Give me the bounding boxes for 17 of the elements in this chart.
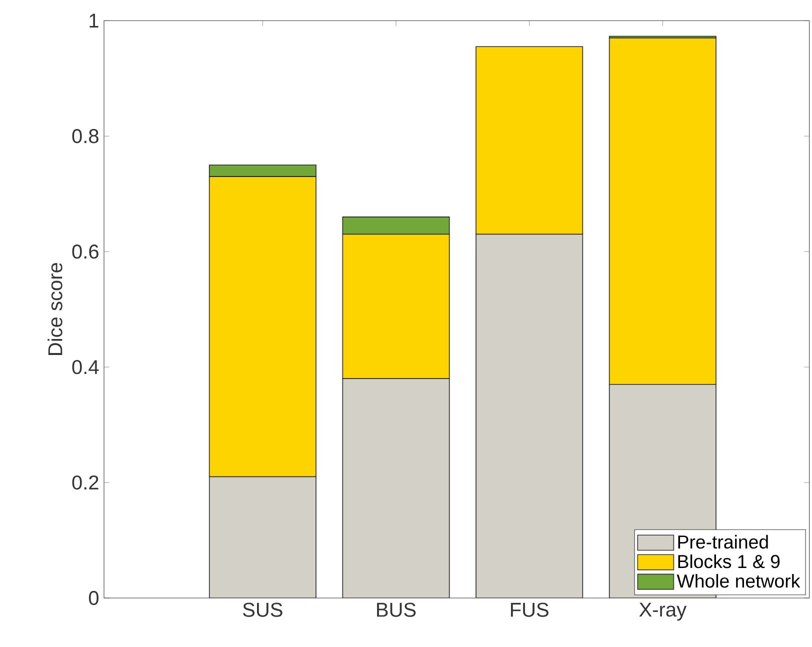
y-tick-label: 0.2: [72, 475, 98, 490]
legend-label: Whole network: [676, 574, 800, 588]
x-tick-label: X-ray: [639, 602, 687, 621]
bar: [476, 234, 583, 598]
x-tick-label: SUS: [243, 602, 282, 617]
bar: [209, 476, 316, 598]
y-tick-label: 0.8: [72, 129, 98, 144]
y-tick-label: 0.6: [72, 244, 98, 259]
y-axis-title: Dice score: [48, 263, 62, 355]
x-tick-label: BUS: [377, 602, 416, 617]
bar: [342, 378, 450, 598]
legend-label: Pre-trained: [678, 534, 768, 549]
legend-label: Blocks 1 & 9: [678, 554, 780, 568]
y-tick-label: 0: [88, 590, 98, 606]
y-tick-label: 1: [90, 14, 98, 28]
x-tick-label: FUS: [510, 602, 548, 617]
y-tick-label: 0.4: [72, 360, 99, 374]
